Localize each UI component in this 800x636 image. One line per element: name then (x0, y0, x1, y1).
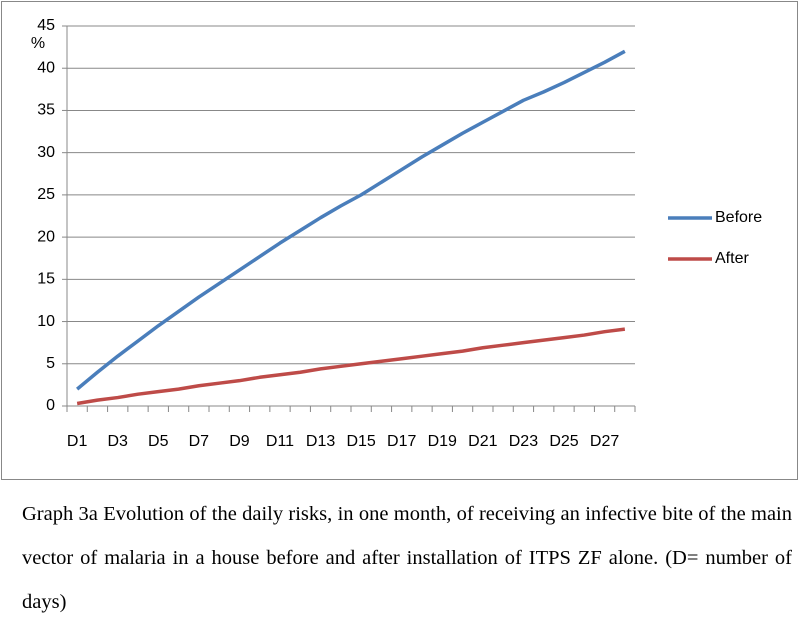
x-tick-label: D15 (346, 433, 375, 450)
y-tick-label: 20 (37, 228, 55, 245)
caption: Graph 3a Evolution of the daily risks, i… (22, 503, 792, 613)
x-tick-label: D27 (590, 433, 619, 450)
y-tick-label: 15 (37, 271, 55, 288)
y-tick-label: 30 (37, 144, 55, 161)
y-tick-label: 5 (46, 355, 55, 372)
x-tick-label: D13 (306, 433, 335, 450)
y-tick-label: 0 (46, 397, 55, 414)
series-line (76, 49, 626, 391)
x-tick-label: D19 (428, 433, 457, 450)
y-tick-label: 40 (37, 59, 55, 76)
chart-frame (1, 1, 798, 480)
y-tick-label: 10 (37, 313, 55, 330)
x-tick-label: D5 (148, 433, 169, 450)
legend-label: After (715, 250, 749, 267)
y-axis-label: % (31, 35, 45, 52)
x-tick-label: D21 (468, 433, 497, 450)
x-tick-label: D23 (509, 433, 538, 450)
y-tick-label: 45 (37, 17, 55, 34)
legend-label: Before (715, 209, 762, 226)
x-tick-label: D17 (387, 433, 416, 450)
y-tick-label: 35 (37, 102, 55, 119)
x-tick-label: D3 (107, 433, 128, 450)
y-tick-label: 25 (37, 186, 55, 203)
x-tick-label: D11 (266, 433, 294, 450)
chart: % 0 5 10 15 20 25 30 35 40 45 D1 D3 D5 D7 D9 D11 D13 D15 D… (1, 1, 798, 480)
x-tick-label: D7 (189, 433, 210, 450)
x-tick-label: D9 (229, 433, 250, 450)
series-line (76, 327, 626, 406)
x-tick-label: D25 (549, 433, 578, 450)
x-tick-label: D1 (67, 433, 88, 450)
